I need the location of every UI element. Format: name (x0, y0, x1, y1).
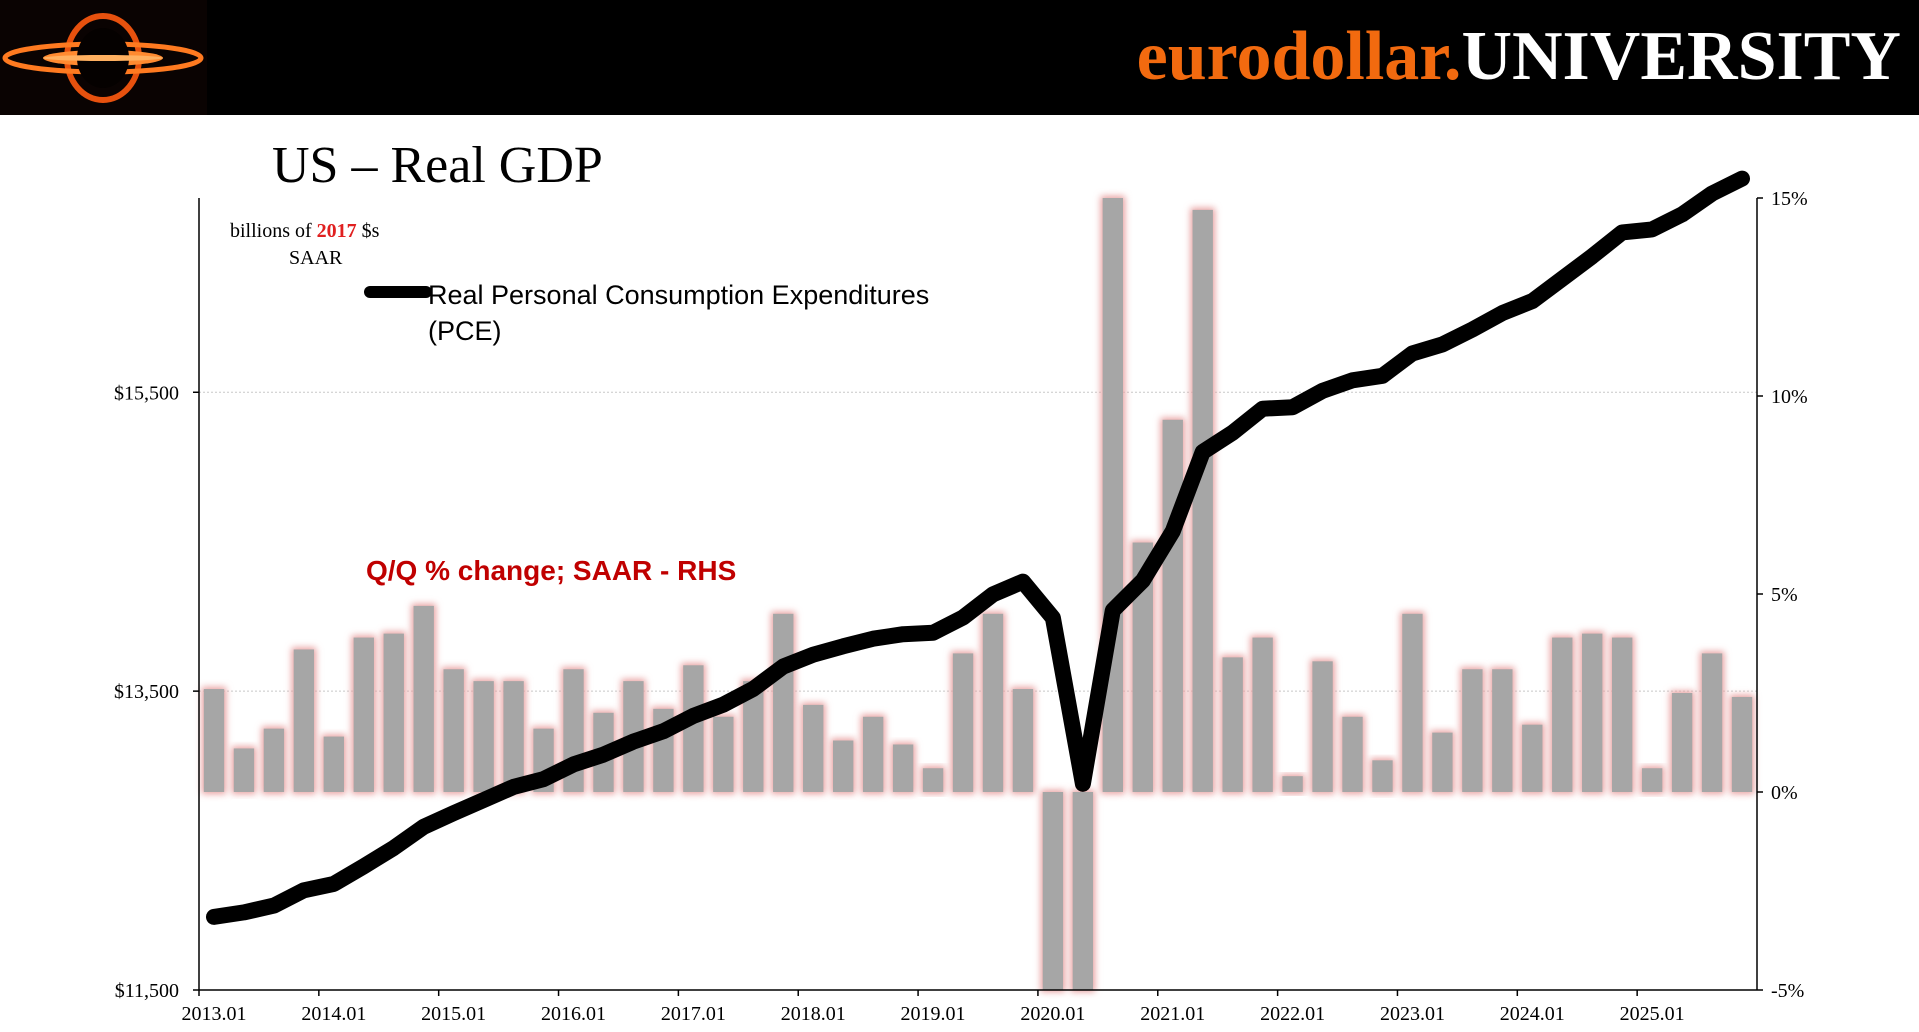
left-tick-label: $15,500 (114, 382, 179, 404)
bar-2017Q1 (683, 665, 704, 792)
bar-2024Q4 (1611, 637, 1633, 792)
bar-2022Q3 (1342, 716, 1363, 792)
bar-2021Q4 (1252, 637, 1273, 792)
right-tick-label: 0% (1771, 782, 1798, 804)
bar-2014Q2 (353, 637, 374, 792)
bar-2023Q3 (1462, 669, 1483, 792)
bar-2020Q4 (1132, 542, 1153, 792)
legend-label-line2: (PCE) (428, 316, 502, 346)
bar-2022Q1 (1282, 776, 1303, 792)
x-tick-label: 2022.01 (1260, 1003, 1325, 1025)
left-axis-labels: $11,500 $13,500 $15,500 (114, 382, 179, 1002)
bar-2014Q4 (413, 605, 434, 792)
brand-eurodollar: eurodollar. (1136, 18, 1462, 95)
bar-2015Q1 (443, 669, 464, 792)
axes (193, 197, 1763, 996)
unit-note-saar: SAAR (289, 247, 343, 269)
brand-title: eurodollar.UNIVERSITY (1137, 8, 1901, 106)
bar-2018Q4 (892, 744, 914, 792)
x-axis-labels: 2013.01 2014.01 2015.01 2016.01 2017.01 2018.… (181, 1003, 1684, 1025)
bar-2022Q2 (1312, 661, 1333, 792)
bar-2019Q4 (1012, 689, 1034, 792)
x-tick-label: 2013.01 (181, 1003, 246, 1025)
bar-2025Q1 (1641, 768, 1663, 792)
bar-2013Q4 (293, 649, 315, 792)
bar-2015Q3 (503, 681, 524, 792)
bar-2017Q3 (743, 681, 764, 792)
right-tick-label: -5% (1771, 980, 1804, 1002)
x-tick-label: 2019.01 (901, 1003, 966, 1025)
bar-series (203, 198, 1753, 990)
right-tick-label: 15% (1771, 188, 1808, 210)
bar-2024Q2 (1552, 637, 1573, 792)
bar-2013Q1 (203, 689, 225, 792)
bar-2024Q3 (1582, 633, 1603, 792)
bar-2023Q2 (1432, 732, 1453, 792)
unit-note-year: 2017 (317, 220, 357, 242)
bar-2017Q4 (773, 613, 794, 792)
bar-2020Q2 (1072, 792, 1094, 990)
x-tick-label: 2025.01 (1620, 1003, 1685, 1025)
bar-2013Q2 (233, 748, 255, 792)
bar-2021Q2 (1192, 209, 1213, 792)
pce-line (206, 170, 1750, 925)
x-tick-label: 2014.01 (301, 1003, 366, 1025)
unit-note: billions of 2017 $s (230, 220, 380, 242)
bar-2013Q3 (263, 728, 285, 792)
bar-2019Q3 (982, 613, 1004, 792)
eurodollar-black-hole-logo-icon (0, 0, 207, 115)
bar-2014Q3 (383, 633, 404, 792)
bar-2023Q1 (1402, 613, 1423, 792)
x-tick-label: 2018.01 (781, 1003, 846, 1025)
x-tick-label: 2017.01 (661, 1003, 726, 1025)
right-axis-labels: -5% 0% 5% 10% 15% (1771, 188, 1808, 1002)
bar-2021Q1 (1162, 419, 1183, 792)
bar-2015Q2 (473, 681, 494, 792)
x-tick-label: 2021.01 (1140, 1003, 1205, 1025)
bar-2018Q2 (832, 740, 854, 792)
header-bar: eurodollar.UNIVERSITY (0, 0, 1919, 115)
brand-university: UNIVERSITY (1461, 18, 1901, 95)
right-tick-label: 5% (1771, 584, 1798, 606)
legend-label-line1: Real Personal Consumption Expenditures (428, 280, 929, 310)
x-tick-label: 2023.01 (1380, 1003, 1445, 1025)
chart-title: US – Real GDP (272, 137, 603, 194)
x-tick-label: 2024.01 (1500, 1003, 1565, 1025)
right-tick-label: 10% (1771, 386, 1808, 408)
unit-note-suffix: $s (357, 220, 380, 242)
x-tick-label: 2015.01 (421, 1003, 486, 1025)
bar-2017Q2 (713, 716, 734, 792)
bar-note: Q/Q % change; SAAR - RHS (366, 555, 736, 586)
left-tick-label: $11,500 (115, 980, 179, 1002)
bar-2025Q2 (1671, 693, 1693, 792)
bar-2019Q1 (922, 768, 944, 792)
bar-2024Q1 (1522, 724, 1543, 792)
bar-2020Q3 (1102, 198, 1124, 792)
bar-2025Q3 (1701, 653, 1723, 792)
bar-2019Q2 (952, 653, 974, 792)
bar-2023Q4 (1492, 669, 1513, 792)
bar-2020Q1 (1042, 792, 1064, 990)
bar-2014Q1 (323, 736, 345, 792)
x-tick-label: 2016.01 (541, 1003, 606, 1025)
bar-2021Q3 (1222, 657, 1243, 792)
unit-note-prefix: billions of (230, 220, 317, 242)
x-tick-label: 2020.01 (1020, 1003, 1085, 1025)
bar-2018Q3 (862, 716, 884, 792)
bar-2018Q1 (803, 704, 824, 792)
bar-2025Q4 (1731, 696, 1753, 792)
left-tick-label: $13,500 (114, 681, 179, 703)
bar-2022Q4 (1372, 760, 1393, 792)
